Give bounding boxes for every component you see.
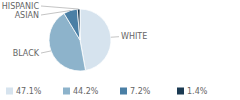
pie-slice: [64, 9, 80, 40]
slice-label: BLACK: [13, 49, 40, 58]
legend-swatch: [177, 88, 184, 95]
legend-swatch: [63, 88, 70, 95]
pie: [49, 9, 111, 71]
leader-line: [41, 51, 51, 53]
legend-swatch: [6, 88, 13, 95]
legend-label: 44.2%: [73, 87, 99, 96]
legend: 47.1% 44.2% 7.2% 1.4%: [6, 87, 208, 96]
leader-line: [41, 6, 79, 9]
slice-label: ASIAN: [15, 11, 39, 20]
pie-slice: [80, 9, 111, 71]
leader-line: [41, 11, 70, 15]
chart: WHITE BLACK ASIANHISPANIC 47.1% 44.2% 7.2% 1.4…: [0, 0, 240, 100]
slice-label: HISPANIC: [2, 2, 40, 11]
legend-label: 7.2%: [130, 87, 151, 96]
pie-slice: [77, 9, 80, 40]
legend-label: 1.4%: [187, 87, 208, 96]
legend-label: 47.1%: [16, 87, 42, 96]
legend-swatch: [120, 88, 127, 95]
slice-label: WHITE: [121, 32, 147, 41]
annotations: WHITE BLACK ASIANHISPANIC: [2, 2, 147, 58]
leader-line: [111, 36, 119, 38]
